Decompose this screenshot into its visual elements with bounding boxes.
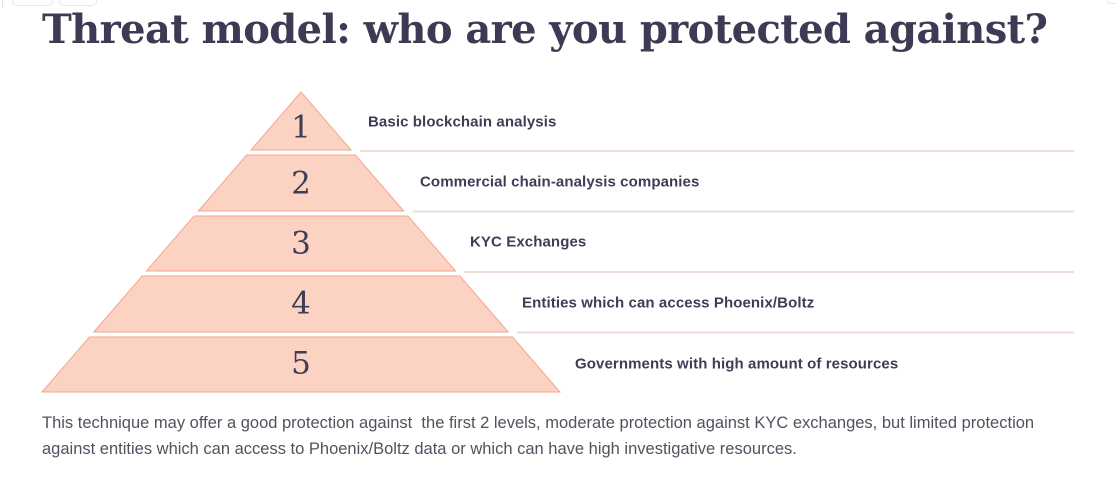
tier-label-2: Commercial chain-analysis companies: [420, 173, 700, 191]
pyramid-tier-1: [249, 91, 353, 151]
tier-number-2: 2: [291, 165, 311, 202]
tier-number-3: 3: [291, 225, 311, 262]
tier-number-5: 5: [291, 345, 311, 382]
cropped-panel-edge: [2, 0, 3, 8]
toolbar-button-left-1[interactable]: [12, 0, 53, 6]
pyramid-tier-5: [40, 336, 562, 393]
pyramid-tier-3: [145, 215, 457, 272]
toolbar-button-left-2[interactable]: [59, 0, 97, 6]
tier-number-4: 4: [291, 285, 311, 322]
tier-label-5: Governments with high amount of resource…: [575, 355, 899, 373]
footer-note: This technique may offer a good protecti…: [42, 414, 1039, 458]
pyramid-tier-2: [197, 154, 405, 212]
pyramid-tier-4: [92, 275, 510, 333]
page-title: Threat model: who are you protected agai…: [42, 6, 1048, 53]
toolbar-button-right[interactable]: [1106, 0, 1116, 4]
tier-label-1: Basic blockchain analysis: [368, 113, 557, 131]
tier-number-1: 1: [291, 109, 311, 146]
tier-label-4: Entities which can access Phoenix/Boltz: [522, 294, 815, 312]
tier-label-3: KYC Exchanges: [470, 233, 587, 251]
